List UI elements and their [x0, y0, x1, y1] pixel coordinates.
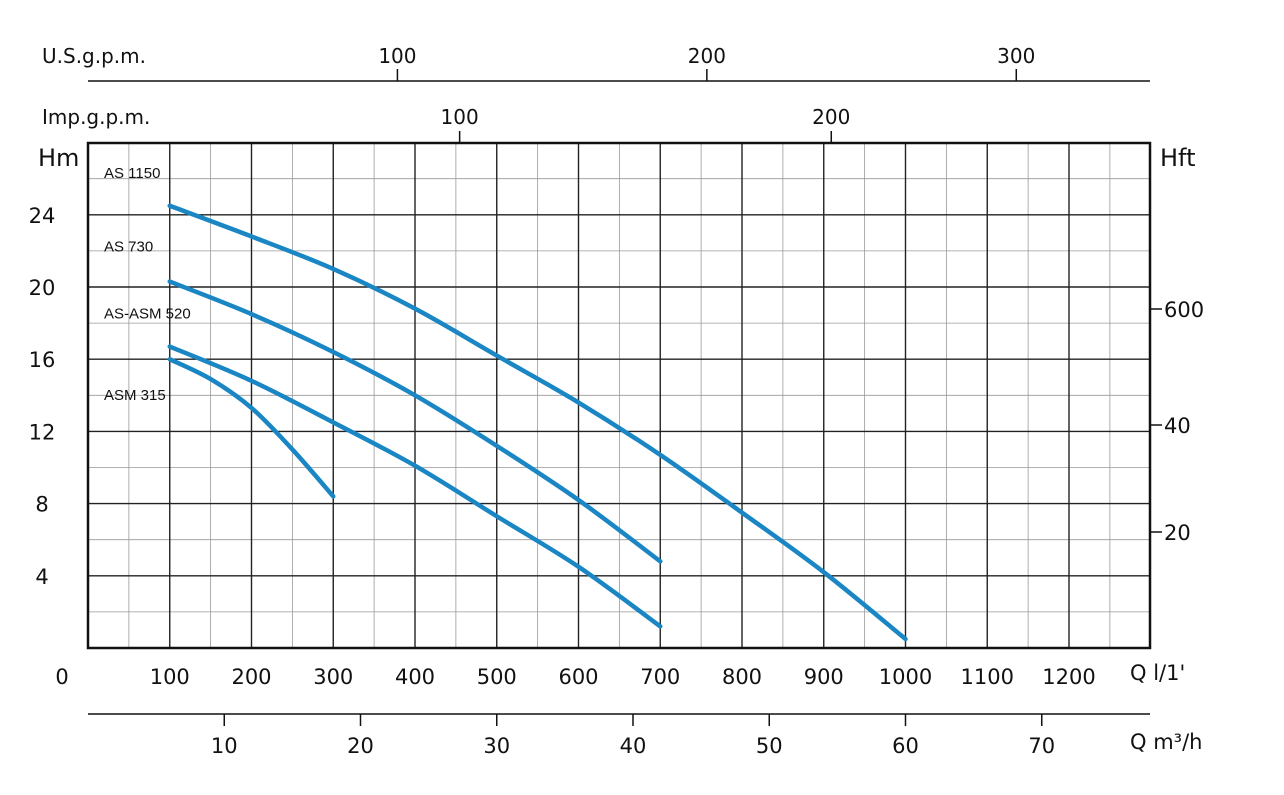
- x-tick-label: 0: [55, 665, 68, 689]
- x-tick-label: 400: [395, 665, 435, 689]
- y-tick-label: 8: [35, 493, 48, 517]
- hft-tick-label: 40: [1164, 414, 1191, 438]
- m3h-tick-label: 50: [756, 734, 783, 758]
- x-ticks: 0 100 200 300 400 500 600 700 800 900 1000 1100 1200: [55, 665, 1095, 689]
- plot-frame: [86, 141, 1152, 650]
- y-tick-label: 4: [35, 565, 48, 589]
- x-tick-label: 1200: [1042, 665, 1095, 689]
- m3h-tick-label: 60: [892, 734, 919, 758]
- m3h-ticks: 10 20 30 40 50 60 70: [211, 714, 1055, 758]
- series-label-as-1150: AS 1150: [104, 165, 160, 182]
- grid-major: [88, 143, 1150, 648]
- x-tick-label: 700: [640, 665, 680, 689]
- x-axis-label-lmin: Q l/1': [1130, 661, 1185, 685]
- series-label-as-730: AS 730: [104, 239, 153, 256]
- m3h-tick-label: 20: [347, 734, 374, 758]
- hft-ticks: 20 40 600: [1150, 298, 1204, 545]
- x-tick-label: 200: [231, 665, 271, 689]
- impgpm-tick-label: 200: [812, 105, 850, 129]
- x-tick-label: 1000: [879, 665, 932, 689]
- x-tick-label: 1100: [961, 665, 1014, 689]
- x-tick-label: 500: [477, 665, 517, 689]
- x-tick-label: 800: [722, 665, 762, 689]
- y-axis-label-hft: Hft: [1160, 144, 1195, 172]
- series-line-as-1150: [167, 203, 908, 642]
- y-tick-label: 16: [29, 348, 56, 372]
- series-labels: AS 1150 AS 730 AS-ASM 520 ASM 315: [104, 165, 191, 404]
- hft-tick-label: 600: [1164, 298, 1204, 322]
- usgpm-tick-label: 100: [378, 44, 416, 68]
- x-tick-label: 600: [558, 665, 598, 689]
- y-axis-label-hm: Hm: [38, 144, 79, 172]
- hft-tick-label: 20: [1164, 521, 1191, 545]
- series-lines: [167, 203, 908, 642]
- series-line-asm-315: [167, 356, 336, 499]
- y-tick-label: 12: [29, 420, 56, 444]
- usgpm-ticks: 100 200 300: [378, 44, 1035, 81]
- y-tick-label: 24: [29, 204, 56, 228]
- y-tick-label: 20: [29, 276, 56, 300]
- x-axis-label-m3h: Q m³/h: [1130, 730, 1202, 754]
- x-tick-label: 900: [804, 665, 844, 689]
- usgpm-label: U.S.g.p.m.: [42, 44, 146, 68]
- m3h-tick-label: 30: [483, 734, 510, 758]
- grid-minor: [88, 143, 1150, 648]
- usgpm-tick-label: 200: [688, 44, 726, 68]
- impgpm-label: Imp.g.p.m.: [42, 105, 150, 129]
- y-ticks: 4 8 12 16 20 24: [29, 204, 56, 589]
- x-tick-label: 300: [313, 665, 353, 689]
- series-line-as-730: [167, 279, 663, 564]
- m3h-tick-label: 40: [620, 734, 647, 758]
- impgpm-ticks: 100 200: [441, 105, 850, 143]
- series-label-asm-315: ASM 315: [104, 387, 166, 404]
- series-line-as-asm-520: [167, 344, 663, 629]
- impgpm-tick-label: 100: [441, 105, 479, 129]
- m3h-tick-label: 70: [1028, 734, 1055, 758]
- usgpm-tick-label: 300: [997, 44, 1035, 68]
- series-label-as-asm-520: AS-ASM 520: [104, 306, 191, 323]
- m3h-tick-label: 10: [211, 734, 238, 758]
- x-tick-label: 100: [150, 665, 190, 689]
